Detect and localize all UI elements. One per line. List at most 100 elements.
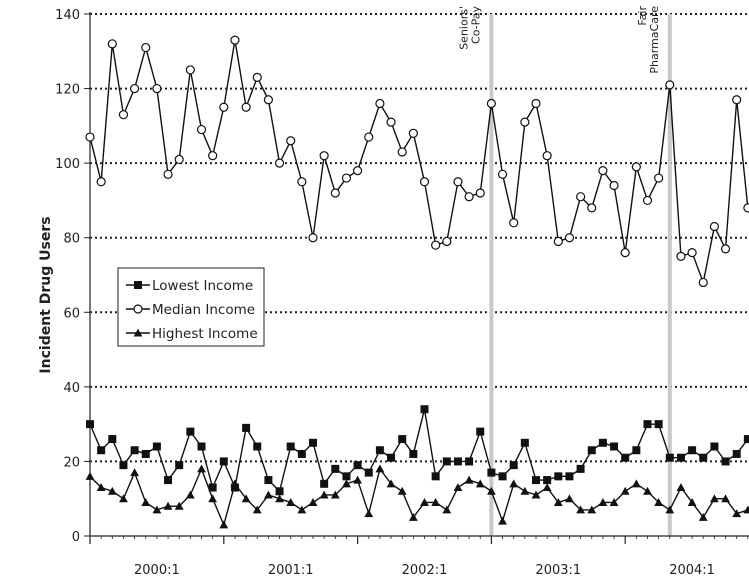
annotation-label-0-0: Seniors' <box>457 6 470 50</box>
series-1-point-29 <box>408 128 418 138</box>
series-0-point-18 <box>286 442 295 451</box>
series-2-point-3 <box>119 494 128 503</box>
series-1-point-58 <box>732 95 742 105</box>
series-0-point-34 <box>465 457 474 466</box>
series-0-point-3 <box>119 461 128 470</box>
series-0-point-53 <box>676 453 685 462</box>
series-2-point-54 <box>687 498 697 506</box>
series-2-point-33 <box>453 483 463 492</box>
series-0-point-32 <box>442 457 451 466</box>
y-tick-label-20: 20 <box>63 455 80 470</box>
series-0-point-38 <box>509 461 518 470</box>
series-0-point-43 <box>565 472 574 481</box>
series-1-point-38 <box>509 218 519 228</box>
series-1-point-43 <box>564 233 575 243</box>
series-2-point-24 <box>353 475 362 484</box>
series-0-point-23 <box>342 472 351 481</box>
series-2-point-20 <box>308 498 318 506</box>
series-1-point-37 <box>497 169 508 179</box>
series-1-point-45 <box>587 203 597 213</box>
series-1-point-30 <box>419 177 430 187</box>
series-2-point-14 <box>241 494 251 503</box>
series-2-point-38 <box>509 479 519 488</box>
legend-marker-0 <box>134 281 142 289</box>
annotation-label-1-0: Fair <box>636 6 649 26</box>
series-1-point-42 <box>553 236 563 247</box>
annotation-label-1-1: PharmaCare <box>648 6 661 74</box>
series-1-point-20 <box>308 233 318 243</box>
series-1-point-19 <box>297 177 307 187</box>
series-2-point-15 <box>252 505 262 514</box>
series-2-point-59 <box>743 505 749 514</box>
series-1-point-2 <box>107 39 117 49</box>
y-tick-label-140: 140 <box>55 8 80 23</box>
series-1-point-9 <box>185 65 195 75</box>
series-1-point-49 <box>631 162 641 172</box>
series-0-point-21 <box>320 479 329 488</box>
series-1-point-31 <box>431 240 441 250</box>
series-0-point-28 <box>398 435 407 444</box>
series-0-point-40 <box>532 476 540 485</box>
series-0-point-56 <box>710 442 719 451</box>
series-0-point-55 <box>699 453 708 462</box>
series-2-point-2 <box>107 486 117 495</box>
series-0-point-30 <box>420 405 429 414</box>
series-0-point-27 <box>387 453 396 462</box>
series-2-point-28 <box>397 486 407 495</box>
series-0-point-41 <box>543 476 552 485</box>
series-2-point-57 <box>721 494 730 503</box>
series-1-point-57 <box>720 244 731 254</box>
series-1-point-22 <box>330 188 340 198</box>
series-1-point-33 <box>453 177 463 187</box>
series-2-point-1 <box>96 483 106 492</box>
series-2-point-13 <box>230 479 240 488</box>
x-tick-label-2: 2002:1 <box>402 563 448 578</box>
axes: 0 20 40 60 80 100 120 140 2000:1 2001:1 2002:1 2003… <box>55 8 749 578</box>
x-tick-label-1: 2001:1 <box>268 563 314 578</box>
series-2-point-32 <box>442 505 452 514</box>
series-1-point-51 <box>654 173 664 183</box>
series-1-point-44 <box>575 192 586 202</box>
y-tick-label-0: 0 <box>72 530 80 545</box>
series-2-point-12 <box>219 520 229 529</box>
series-0-point-7 <box>164 476 173 485</box>
series-0-point-47 <box>610 442 619 451</box>
series-0-point-17 <box>275 487 284 496</box>
series-1-point-18 <box>286 136 296 146</box>
series-2-point-41 <box>542 483 552 492</box>
series-0-point-24 <box>353 461 362 470</box>
series-2-point-47 <box>609 498 619 506</box>
legend-label-0: Lowest Income <box>152 278 253 294</box>
series-2-point-43 <box>565 494 574 503</box>
series-0 <box>86 405 749 496</box>
series-0-point-57 <box>721 457 730 466</box>
series-1-point-5 <box>141 42 151 53</box>
series-1-point-40 <box>531 98 541 109</box>
series-1-point-28 <box>397 147 407 157</box>
series-0-point-26 <box>375 446 384 455</box>
series-2-point-44 <box>576 505 585 514</box>
series-1-point-11 <box>208 151 218 161</box>
series-1-point-13 <box>230 35 240 45</box>
series-2-point-6 <box>152 505 162 514</box>
series-0-point-20 <box>309 438 317 447</box>
series-2-point-18 <box>286 498 296 506</box>
series-line-1 <box>89 39 749 286</box>
series-2-point-46 <box>598 498 608 506</box>
series-0-point-12 <box>219 457 228 466</box>
series-1-point-14 <box>241 102 251 112</box>
series-2-point-52 <box>665 505 675 514</box>
series-2-point-48 <box>620 486 630 495</box>
series-2-point-37 <box>498 516 507 525</box>
y-tick-label-40: 40 <box>63 381 80 396</box>
series-0-point-10 <box>197 442 206 451</box>
series-1-point-47 <box>609 180 619 191</box>
series-1-point-48 <box>620 248 630 258</box>
series-2-point-5 <box>141 498 151 506</box>
series-0-point-22 <box>331 464 340 473</box>
series-2-point-10 <box>197 464 206 473</box>
legend-marker-1 <box>133 304 143 314</box>
series-1-point-34 <box>464 192 474 202</box>
series-2-point-55 <box>698 512 708 521</box>
series-2-point-11 <box>208 494 218 503</box>
